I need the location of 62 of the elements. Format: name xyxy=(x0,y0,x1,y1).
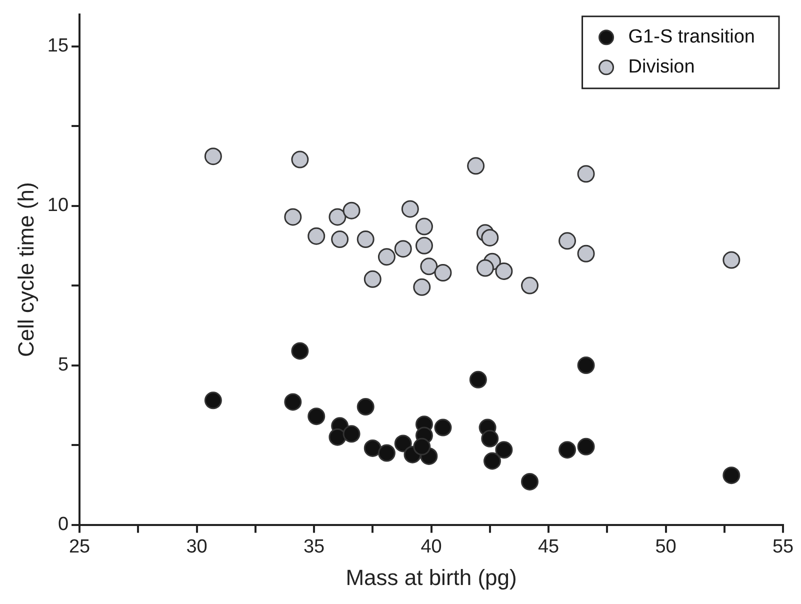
point xyxy=(291,342,309,360)
point xyxy=(284,393,302,411)
point xyxy=(413,438,431,456)
x-tick-label: 40 xyxy=(420,536,442,558)
point xyxy=(342,202,360,220)
point xyxy=(558,232,576,250)
point xyxy=(476,259,494,277)
point xyxy=(328,208,346,226)
x-tick-label: 55 xyxy=(772,536,794,558)
point xyxy=(722,251,740,269)
point xyxy=(577,244,595,262)
point xyxy=(364,270,382,288)
point xyxy=(204,392,222,410)
point xyxy=(401,200,419,218)
point xyxy=(378,248,396,266)
point xyxy=(434,264,452,282)
y-axis-title: Cell cycle time (h) xyxy=(13,182,38,358)
point xyxy=(356,398,374,416)
point xyxy=(415,236,433,254)
point xyxy=(328,428,346,446)
point xyxy=(204,148,222,166)
y-tick-label: 5 xyxy=(58,354,69,376)
y-tick-label: 15 xyxy=(47,36,69,57)
point xyxy=(722,466,740,484)
x-tick-label: 50 xyxy=(655,536,676,558)
x-tick-label: 25 xyxy=(68,536,90,558)
point xyxy=(434,418,452,436)
point xyxy=(415,218,433,236)
point xyxy=(394,240,412,258)
point xyxy=(420,258,438,276)
point xyxy=(577,356,595,374)
point xyxy=(308,227,326,245)
point xyxy=(481,430,499,448)
point xyxy=(284,208,302,226)
x-tick-label: 45 xyxy=(538,536,560,558)
point xyxy=(577,165,595,183)
x-tick-label: 30 xyxy=(186,536,208,558)
point xyxy=(495,262,513,280)
legend-label: Division xyxy=(628,56,695,78)
point xyxy=(481,228,499,246)
y-tick-label: 0 xyxy=(58,514,69,536)
point xyxy=(356,230,374,248)
point xyxy=(394,434,412,452)
point xyxy=(577,438,595,456)
point xyxy=(467,157,485,175)
point xyxy=(413,278,431,296)
point xyxy=(308,408,326,426)
legend-label: G1-S transition xyxy=(628,26,756,48)
y-tick-label: 10 xyxy=(47,195,69,216)
point xyxy=(521,472,538,490)
point xyxy=(521,276,538,294)
point xyxy=(469,370,487,388)
point xyxy=(378,444,396,462)
x-axis-title: Mass at birth (pg) xyxy=(346,564,517,590)
point xyxy=(495,441,513,459)
point xyxy=(331,230,349,248)
point xyxy=(342,425,360,443)
point xyxy=(364,439,382,457)
point xyxy=(483,452,501,470)
point xyxy=(558,441,576,459)
x-tick-label: 35 xyxy=(303,536,325,558)
point xyxy=(291,150,309,168)
